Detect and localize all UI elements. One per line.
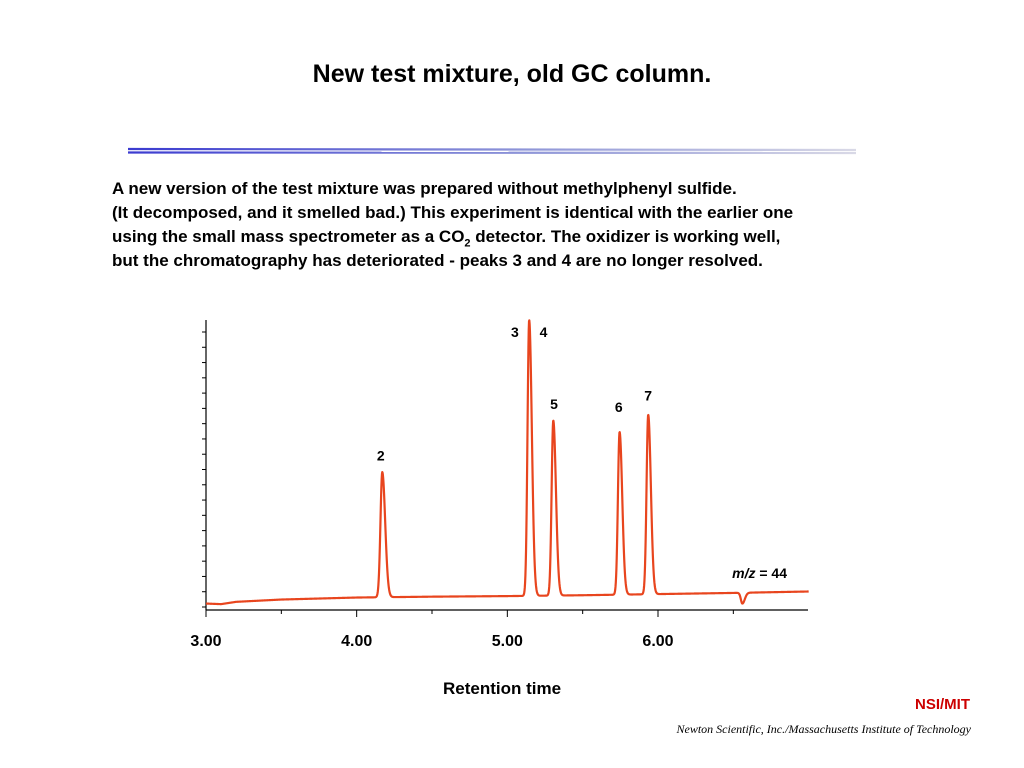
peak-label-6: 6	[615, 399, 623, 415]
footer-credit: Newton Scientific, Inc./Massachusetts In…	[676, 722, 971, 736]
chart-labels: 2 3 4 5 6 7	[377, 324, 652, 463]
slide-title: New test mixture, old GC column.	[312, 60, 712, 88]
x-axis-title: Retention time	[443, 679, 561, 698]
x-tick-label: 5.00	[492, 633, 523, 650]
trace-label-value: = 44	[755, 565, 787, 581]
trace-series-0	[205, 319, 810, 606]
peak-label-5: 5	[550, 396, 558, 412]
x-tick-label: 3.00	[190, 633, 221, 650]
description-line-3-b: detector. The oxidizer is working well,	[470, 227, 781, 246]
footer-brand: NSI/MIT	[915, 696, 970, 713]
peak-label-7: 7	[644, 387, 652, 403]
x-tick-label: 4.00	[341, 633, 372, 650]
title-divider	[127, 147, 857, 158]
description-line-1: A new version of the test mixture was pr…	[112, 179, 737, 198]
peak-label-3: 3	[511, 324, 519, 340]
description-line-3-a: using the small mass spectrometer as a C…	[112, 227, 465, 246]
peak-label-4: 4	[540, 324, 548, 340]
trace-label: m/z = 44	[732, 565, 787, 581]
description-line-3: using the small mass spectrometer as a C…	[112, 225, 932, 249]
description-line-2: (It decomposed, and it smelled bad.) Thi…	[112, 203, 794, 222]
description-text: A new version of the test mixture was pr…	[112, 177, 932, 273]
x-tick-label: 6.00	[642, 633, 673, 650]
co2-subscript: 2	[464, 237, 471, 250]
description-line-4: but the chromatography has deteriorated …	[112, 251, 763, 270]
chart-axes: 3.00 4.00 5.00 6.00	[190, 320, 808, 650]
chart-traces	[205, 319, 810, 606]
peak-label-2: 2	[377, 448, 385, 464]
trace-label-mz: m/z	[732, 565, 755, 581]
